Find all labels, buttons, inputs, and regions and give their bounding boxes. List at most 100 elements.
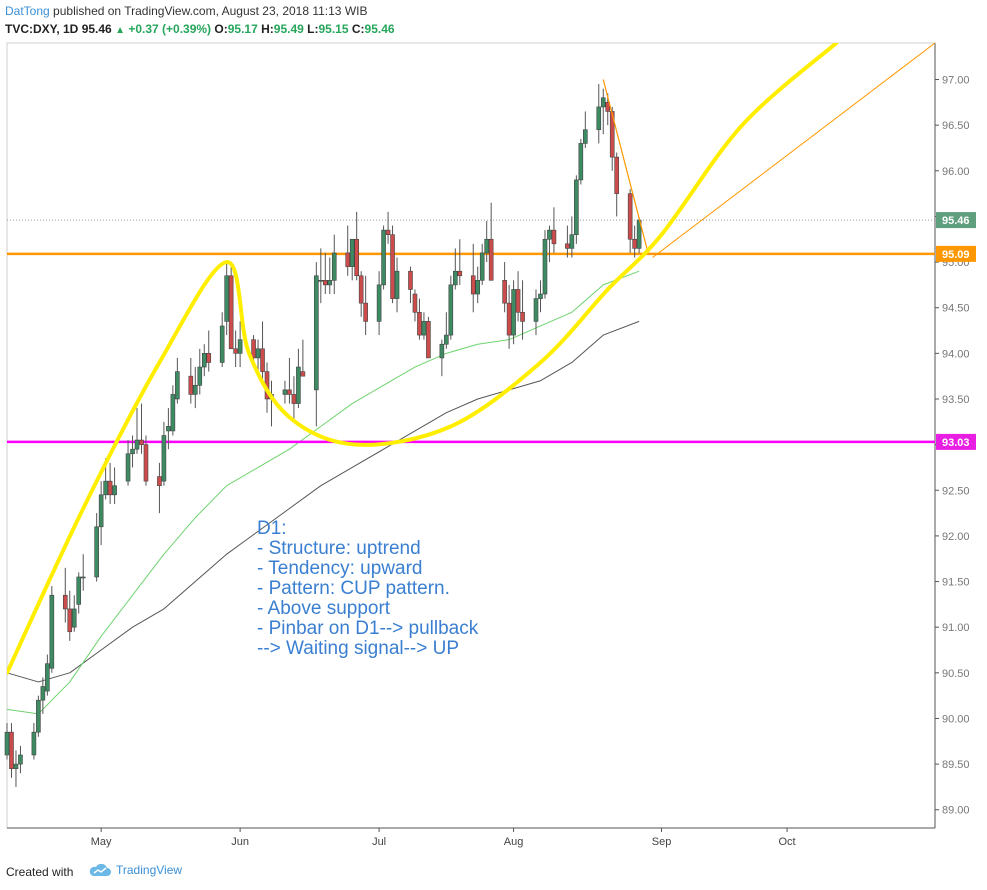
footer: Created with TradingView [0,855,987,890]
candle-body [9,731,14,769]
orange-channel-line [652,42,936,258]
x-tick-label: Aug [504,836,524,848]
candle-body [166,426,171,432]
candle [412,289,418,322]
candle-body [381,229,386,286]
y-tick-label: 89.50 [942,759,970,771]
candle [627,189,633,253]
tradingview-brand: TradingView [116,863,183,877]
candle-body [502,280,507,304]
close-label: C: [351,22,365,36]
candle [345,225,351,276]
open-value: 95.17 [227,22,258,36]
candle [291,376,297,422]
candle-body [45,663,50,692]
candle-body [255,348,261,359]
candle [542,230,548,299]
candle [31,723,37,760]
candle [488,202,494,281]
candle [94,513,99,582]
tradingview-link[interactable]: TradingView [88,863,182,877]
candle [322,252,328,295]
candle [188,357,194,404]
candle-body [49,594,55,669]
candle-body [412,293,418,313]
candle-body [201,353,207,368]
x-tick-label: May [91,836,112,848]
candle [551,207,557,253]
candle [453,248,458,290]
price-label-text: 95.09 [942,249,970,261]
low-label: L: [307,22,319,36]
candle-body [260,348,265,372]
author-link[interactable]: DatTong [5,4,50,18]
candle [4,723,10,760]
candle-body [300,371,306,377]
candle [233,330,238,368]
candle-body [67,608,73,633]
candle [448,275,454,340]
candle-body [408,270,413,290]
candle-body [551,229,557,245]
annotation-line: D1: [257,518,287,539]
candle-body [139,439,144,445]
candle [327,257,333,295]
publish-header: DatTong published on TradingView.com, Au… [5,4,367,18]
candle-body [130,448,135,455]
moving-average-fast [6,270,640,715]
candle [484,220,489,263]
candle-body [363,302,368,322]
candle [569,216,575,258]
candle-body [125,453,131,482]
price-chart[interactable]: 97.0096.5096.0095.5095.0094.5094.0093.50… [0,0,987,855]
candle [394,257,400,313]
candle-body [107,480,113,496]
annotation-line: - Structure: uptrend [257,538,421,559]
candle [314,262,319,427]
low-value: 95.15 [318,22,349,36]
candle [67,590,73,641]
candle [80,554,86,591]
candle-body [470,275,476,295]
candle-body [506,302,512,336]
candle [300,339,306,377]
candle-body [515,289,521,313]
candle-body [349,238,355,267]
candle-body [322,280,328,286]
candle-body [282,389,288,395]
y-tick-label: 92.50 [942,485,970,497]
price-label-box [936,245,976,262]
candle [444,312,449,349]
candle-body [385,229,391,235]
last-price: 95.46 [81,22,112,36]
candle-body [600,97,606,108]
y-tick-label: 96.50 [942,120,970,132]
candle-body [488,238,494,281]
candle-body [421,321,427,336]
annotation-line: - Pattern: CUP pattern. [257,578,450,599]
candle-body [40,686,46,701]
candle [206,330,212,372]
candle-body [358,275,364,304]
candle-body [479,252,485,281]
candle-body [287,389,292,395]
candle [363,275,368,336]
candle-body [219,325,225,363]
candle-body [94,526,99,578]
candle-body [18,754,23,765]
candle-body [318,280,324,282]
x-tick-label: Jul [372,836,386,848]
candle [439,339,445,377]
candle-body [80,576,86,579]
candle-body [547,229,552,240]
candle [506,284,512,349]
y-tick-label: 91.00 [942,622,970,634]
symbol-ohlc-bar: TVC:DXY, 1D 95.46 ▲ +0.37 (+0.39%) O:95.… [5,22,395,36]
candle [36,695,41,737]
candle [18,745,23,774]
candle-body [31,731,37,756]
candle [596,84,602,144]
candle-body [134,439,140,450]
candle-body [542,238,548,295]
candle-body [4,731,10,756]
